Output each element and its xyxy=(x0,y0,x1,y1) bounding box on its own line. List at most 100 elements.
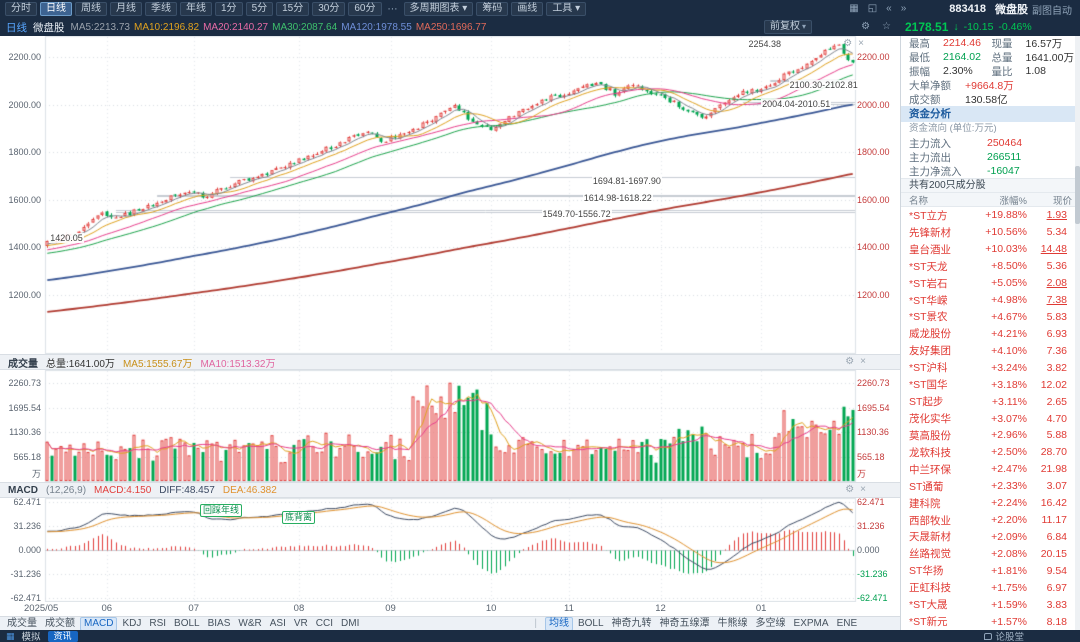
column-header-price[interactable]: 现价 xyxy=(1052,195,1072,207)
stock-row[interactable]: 友好集团 +4.10% 7.36 xyxy=(901,342,1075,359)
column-header-name[interactable]: 名称 xyxy=(909,195,929,207)
stock-row[interactable]: *ST华嵘 +4.98% 7.38 xyxy=(901,292,1075,309)
period-button-30分[interactable]: 30分 xyxy=(312,2,346,16)
period-button-季线[interactable]: 季线 xyxy=(145,2,177,16)
period-button-年线[interactable]: 年线 xyxy=(180,2,212,16)
stock-row[interactable]: 先锋新材 +10.56% 5.34 xyxy=(901,224,1075,241)
x-axis-label: 09 xyxy=(385,603,396,614)
stock-name: ST起步 xyxy=(909,396,944,409)
volume-indicator-label[interactable]: 成交量 xyxy=(8,358,38,370)
macd-indicator-label[interactable]: MACD xyxy=(8,484,38,496)
period-button-15分[interactable]: 15分 xyxy=(276,2,310,16)
pane-close-icon[interactable]: × xyxy=(858,38,864,49)
stock-row[interactable]: *ST景农 +4.67% 5.83 xyxy=(901,309,1075,326)
stock-row[interactable]: 皇台酒业 +10.03% 14.48 xyxy=(901,241,1075,258)
stock-price: 5.83 xyxy=(1046,310,1067,323)
fullscreen-icon[interactable]: ◱ xyxy=(867,3,878,14)
subchart-auto-toggle[interactable]: 副图自动 xyxy=(1032,5,1072,17)
period-button-周线[interactable]: 周线 xyxy=(75,2,107,16)
candlestick-chart[interactable] xyxy=(0,36,900,354)
stock-row[interactable]: 天晟新材 +2.09% 6.84 xyxy=(901,529,1075,546)
panel-scrollbar[interactable] xyxy=(1075,36,1080,630)
stock-row[interactable]: 中兰环保 +2.47% 21.98 xyxy=(901,461,1075,478)
next-stock-icon[interactable]: » xyxy=(900,3,907,14)
indicator-tab-BIAS[interactable]: BIAS xyxy=(207,617,231,629)
period-button-60分[interactable]: 60分 xyxy=(348,2,382,16)
overlay-tab-牛熊缐[interactable]: 牛熊缐 xyxy=(717,617,748,629)
stock-row[interactable]: *ST新元 +1.57% 8.18 xyxy=(901,613,1075,630)
overlay-tab-神奇五缐潭[interactable]: 神奇五缐潭 xyxy=(659,617,710,629)
more-periods-button[interactable]: ⋯ xyxy=(387,3,398,15)
stock-row[interactable]: *ST沪科 +3.24% 3.82 xyxy=(901,359,1075,376)
indicator-tab-ASI[interactable]: ASI xyxy=(269,617,286,629)
fund-analysis-header[interactable]: 资金分析 xyxy=(901,106,1080,122)
stock-row[interactable]: ST华扬 +1.81% 9.54 xyxy=(901,562,1075,579)
overlay-tab-多空缐[interactable]: 多空缐 xyxy=(755,617,786,629)
favorite-icon[interactable]: ☆ xyxy=(882,21,891,32)
indicator-tab-RSI[interactable]: RSI xyxy=(149,617,167,629)
overlay-tab-神奇九转[interactable]: 神奇九转 xyxy=(611,617,652,629)
overlay-tab-BOLL[interactable]: BOLL xyxy=(577,617,604,629)
period-button-1分[interactable]: 1分 xyxy=(215,2,243,16)
grid-icon[interactable]: ▦ xyxy=(6,630,15,641)
stock-row[interactable]: ST通葡 +2.33% 3.07 xyxy=(901,478,1075,495)
prev-stock-icon[interactable]: « xyxy=(886,3,892,14)
indicator-tab-MACD[interactable]: MACD xyxy=(80,617,118,630)
period-button-月线[interactable]: 月线 xyxy=(110,2,142,16)
indicator-tab-W&R[interactable]: W&R xyxy=(238,617,262,629)
chevron-down-icon: ▾ xyxy=(802,22,807,31)
stock-row[interactable]: 茂化实华 +3.07% 4.70 xyxy=(901,410,1075,427)
volume-chart[interactable] xyxy=(0,370,900,482)
macd-chart[interactable] xyxy=(0,498,900,602)
tool-button-多周期图表[interactable]: 多周期图表 ▾ xyxy=(403,2,474,16)
tool-button-画线[interactable]: 画线 xyxy=(511,2,544,16)
stock-row[interactable]: 威龙股份 +4.21% 6.93 xyxy=(901,325,1075,342)
stock-row[interactable]: 西部牧业 +2.20% 11.17 xyxy=(901,512,1075,529)
indicator-tab-DMI[interactable]: DMI xyxy=(341,617,360,629)
volume-total: 总量:1641.00万 xyxy=(46,358,115,370)
pane-close-icon[interactable]: × xyxy=(860,356,866,367)
multi-window-icon[interactable]: ▦ xyxy=(849,3,859,14)
adjust-mode-button[interactable]: 前复权 ▾ xyxy=(764,20,813,34)
pane-settings-icon[interactable]: ⚙ xyxy=(845,356,855,367)
overlay-tab-均线[interactable]: 均线 xyxy=(544,617,573,630)
indicator-tab-KDJ[interactable]: KDJ xyxy=(122,617,142,629)
forum-link[interactable]: 论股堂 xyxy=(984,629,1024,642)
indicator-tab-VR[interactable]: VR xyxy=(293,617,308,629)
overlay-tab-EXPMA[interactable]: EXPMA xyxy=(793,617,829,629)
fund-flow-rows: 主力流入 250464 主力流出 266511 主力净流入 -16047 xyxy=(901,136,1080,178)
column-header-change[interactable]: 涨幅% xyxy=(999,195,1027,207)
news-tab[interactable]: 资讯 xyxy=(47,630,78,642)
sim-trading-tab[interactable]: 模拟 xyxy=(21,632,41,642)
tool-button-筹码[interactable]: 筹码 xyxy=(476,2,509,16)
indicator-tab-BOLL[interactable]: BOLL xyxy=(174,617,200,629)
stock-row[interactable]: *ST国华 +3.18% 12.02 xyxy=(901,376,1075,393)
stock-row[interactable]: 龙软科技 +2.50% 28.70 xyxy=(901,444,1075,461)
period-button-5分[interactable]: 5分 xyxy=(245,2,274,16)
stock-price: 3.82 xyxy=(1046,361,1067,374)
stock-row[interactable]: 正虹科技 +1.75% 6.97 xyxy=(901,579,1075,596)
stock-price: 20.15 xyxy=(1040,547,1067,560)
tool-button-工具[interactable]: 工具 ▾ xyxy=(546,2,587,16)
stock-row[interactable]: *ST天龙 +8.50% 5.36 xyxy=(901,258,1075,275)
pane-close-icon[interactable]: × xyxy=(860,484,866,495)
pane-settings-icon[interactable]: ⚙ xyxy=(843,38,853,49)
stock-row[interactable]: 莫高股份 +2.96% 5.88 xyxy=(901,427,1075,444)
stock-row[interactable]: ST起步 +3.11% 2.65 xyxy=(901,393,1075,410)
overlay-tab-ENE[interactable]: ENE xyxy=(836,617,858,629)
period-button-分时[interactable]: 分时 xyxy=(5,2,37,16)
scrollbar-thumb[interactable] xyxy=(1075,166,1080,224)
indicator-tab-CCI[interactable]: CCI xyxy=(315,617,334,629)
period-button-日线[interactable]: 日线 xyxy=(40,2,72,16)
indicator-tab-成交量[interactable]: 成交量 xyxy=(7,617,37,629)
stock-row[interactable]: 建科院 +2.24% 16.42 xyxy=(901,495,1075,512)
settings-icon[interactable]: ⚙ xyxy=(861,21,871,32)
stock-row[interactable]: *ST立方 +19.88% 1.93 xyxy=(901,207,1075,224)
stock-row[interactable]: *ST岩石 +5.05% 2.08 xyxy=(901,275,1075,292)
pane-settings-icon[interactable]: ⚙ xyxy=(845,484,855,495)
stock-row[interactable]: *ST大晟 +1.59% 3.83 xyxy=(901,596,1075,613)
indicator-tab-成交额[interactable]: 成交额 xyxy=(45,617,75,629)
quote-label: 大单净额 xyxy=(909,79,951,92)
stock-row[interactable]: 丝路视觉 +2.08% 20.15 xyxy=(901,545,1075,562)
stock-change-pct: +3.24% xyxy=(991,361,1027,374)
